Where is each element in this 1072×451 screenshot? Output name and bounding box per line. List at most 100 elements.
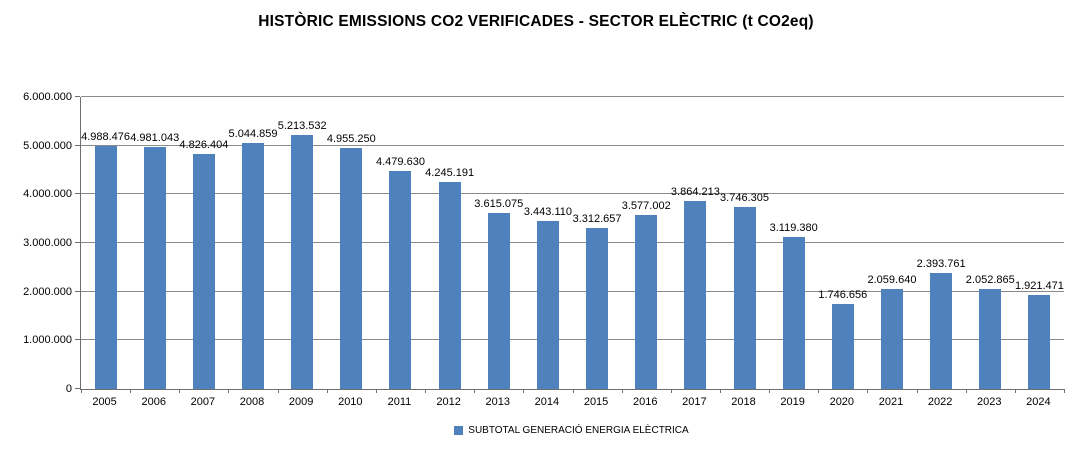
gridline	[81, 291, 1064, 292]
bar	[832, 304, 854, 389]
x-axis-tick	[474, 389, 475, 393]
y-axis-tick-label: 0	[65, 383, 72, 395]
x-axis-category-label: 2020	[829, 396, 855, 408]
y-axis-tick	[75, 242, 80, 243]
y-axis-tick	[75, 291, 80, 292]
legend: SUBTOTAL GENERACIÓ ENERGIA ELÈCTRICA	[80, 425, 1063, 436]
y-axis-tick-label: 5.000.000	[23, 140, 72, 152]
bar	[242, 143, 264, 389]
bar-data-label: 3.577.002	[621, 200, 671, 212]
bar	[488, 213, 510, 389]
bar-data-label: 2.059.640	[867, 274, 917, 286]
gridline	[81, 339, 1064, 340]
bar-data-label: 1.746.656	[818, 289, 868, 301]
bar	[193, 154, 215, 389]
bar-data-label: 4.479.630	[376, 156, 425, 168]
bar	[881, 289, 903, 389]
x-axis-tick	[769, 389, 770, 393]
chart-title: HISTÒRIC EMISSIONS CO2 VERIFICADES - SEC…	[258, 13, 814, 30]
x-axis-category-label: 2014	[534, 396, 560, 408]
bar	[144, 147, 166, 389]
x-axis-category-label: 2013	[485, 396, 511, 408]
x-axis-tick	[573, 389, 574, 393]
x-axis-category-label: 2010	[338, 396, 363, 408]
x-axis-tick	[720, 389, 721, 393]
x-axis-category-label: 2024	[1026, 396, 1051, 408]
x-axis-tick	[376, 389, 377, 393]
bar-data-label: 4.245.191	[425, 167, 475, 179]
gridline	[81, 96, 1064, 97]
bar-data-label: 4.955.250	[326, 133, 376, 145]
x-axis-category-label: 2005	[92, 396, 117, 408]
x-axis-category-label: 2022	[927, 396, 953, 408]
x-axis-category-label: 2007	[190, 396, 216, 408]
bar-data-label: 4.988.476	[81, 131, 131, 143]
y-axis-tick-label: 6.000.000	[23, 91, 72, 103]
bar	[95, 146, 117, 389]
bar	[979, 289, 1001, 389]
x-axis-category-label: 2016	[632, 396, 658, 408]
gridline	[81, 242, 1064, 243]
y-axis-tick	[75, 339, 80, 340]
bar	[340, 148, 362, 389]
x-axis-category-label: 2009	[288, 396, 314, 408]
bar	[1028, 295, 1050, 389]
bar-data-label: 5.213.532	[277, 120, 327, 132]
bar-data-label: 3.312.657	[572, 213, 622, 225]
bar-data-label: 5.044.859	[228, 128, 278, 140]
bar-data-label: 1.921.471	[1014, 280, 1064, 292]
bar	[389, 171, 411, 389]
plot-area: 4.988.476 4.981.043 4.826.404 5.044.859 5.21…	[75, 96, 1065, 393]
y-axis-tick-label: 4.000.000	[23, 188, 72, 200]
legend-swatch-icon	[454, 426, 464, 435]
x-axis-tick	[278, 389, 279, 393]
x-axis-tick	[818, 389, 819, 393]
x-axis-category-label: 2015	[583, 396, 609, 408]
bar-data-label: 3.615.075	[474, 198, 524, 210]
y-axis-labels: 0 1.000.000 2.000.000 3.000.000 4.000.000 5.0…	[0, 91, 72, 395]
x-axis-category-label: 2019	[780, 396, 805, 408]
x-axis-tick	[1015, 389, 1016, 393]
x-axis-tick	[917, 389, 918, 393]
bar	[586, 228, 608, 389]
x-axis-tick	[671, 389, 672, 393]
bar	[734, 207, 756, 389]
bar-data-label: 2.393.761	[916, 258, 966, 270]
x-axis-tick	[179, 389, 180, 393]
gridline	[81, 193, 1064, 194]
y-axis-tick-label: 1.000.000	[23, 334, 72, 346]
bar-data-label: 3.746.305	[720, 192, 769, 204]
gridline	[81, 145, 1064, 146]
x-axis-tick	[327, 389, 328, 393]
x-axis-category-label: 2012	[436, 396, 461, 408]
x-axis-category-label: 2017	[682, 396, 707, 408]
x-axis-labels: 2005 2006 2007 2008 2009 2010 2011 2012 2013 2014…	[80, 396, 1063, 411]
bar-data-label: 4.981.043	[130, 132, 180, 144]
x-axis-category-label: 2011	[387, 396, 412, 408]
x-axis-category-label: 2023	[977, 396, 1002, 408]
y-axis-tick-label: 2.000.000	[23, 286, 72, 298]
y-axis-tick	[75, 388, 80, 389]
bar	[783, 237, 805, 389]
x-axis-tick	[966, 389, 967, 393]
x-axis-tick	[622, 389, 623, 393]
legend-label: SUBTOTAL GENERACIÓ ENERGIA ELÈCTRICA	[468, 425, 689, 436]
bar-data-label: 3.119.380	[769, 222, 818, 234]
y-axis-tick	[75, 96, 80, 97]
bar-data-label: 4.826.404	[179, 139, 229, 151]
x-axis-tick	[867, 389, 868, 393]
x-axis-tick	[1064, 389, 1065, 393]
y-axis-tick-label: 3.000.000	[23, 237, 72, 249]
x-axis-category-label: 2008	[239, 396, 265, 408]
x-axis-tick	[425, 389, 426, 393]
bar-data-label: 3.443.110	[523, 206, 572, 218]
bar	[439, 182, 461, 389]
bar	[537, 221, 559, 389]
bar	[291, 135, 313, 389]
x-axis-tick	[81, 389, 82, 393]
bar	[635, 215, 657, 389]
bar-data-label: 2.052.865	[965, 274, 1015, 286]
x-axis-category-label: 2006	[141, 396, 166, 408]
x-axis-category-label: 2018	[731, 396, 756, 408]
